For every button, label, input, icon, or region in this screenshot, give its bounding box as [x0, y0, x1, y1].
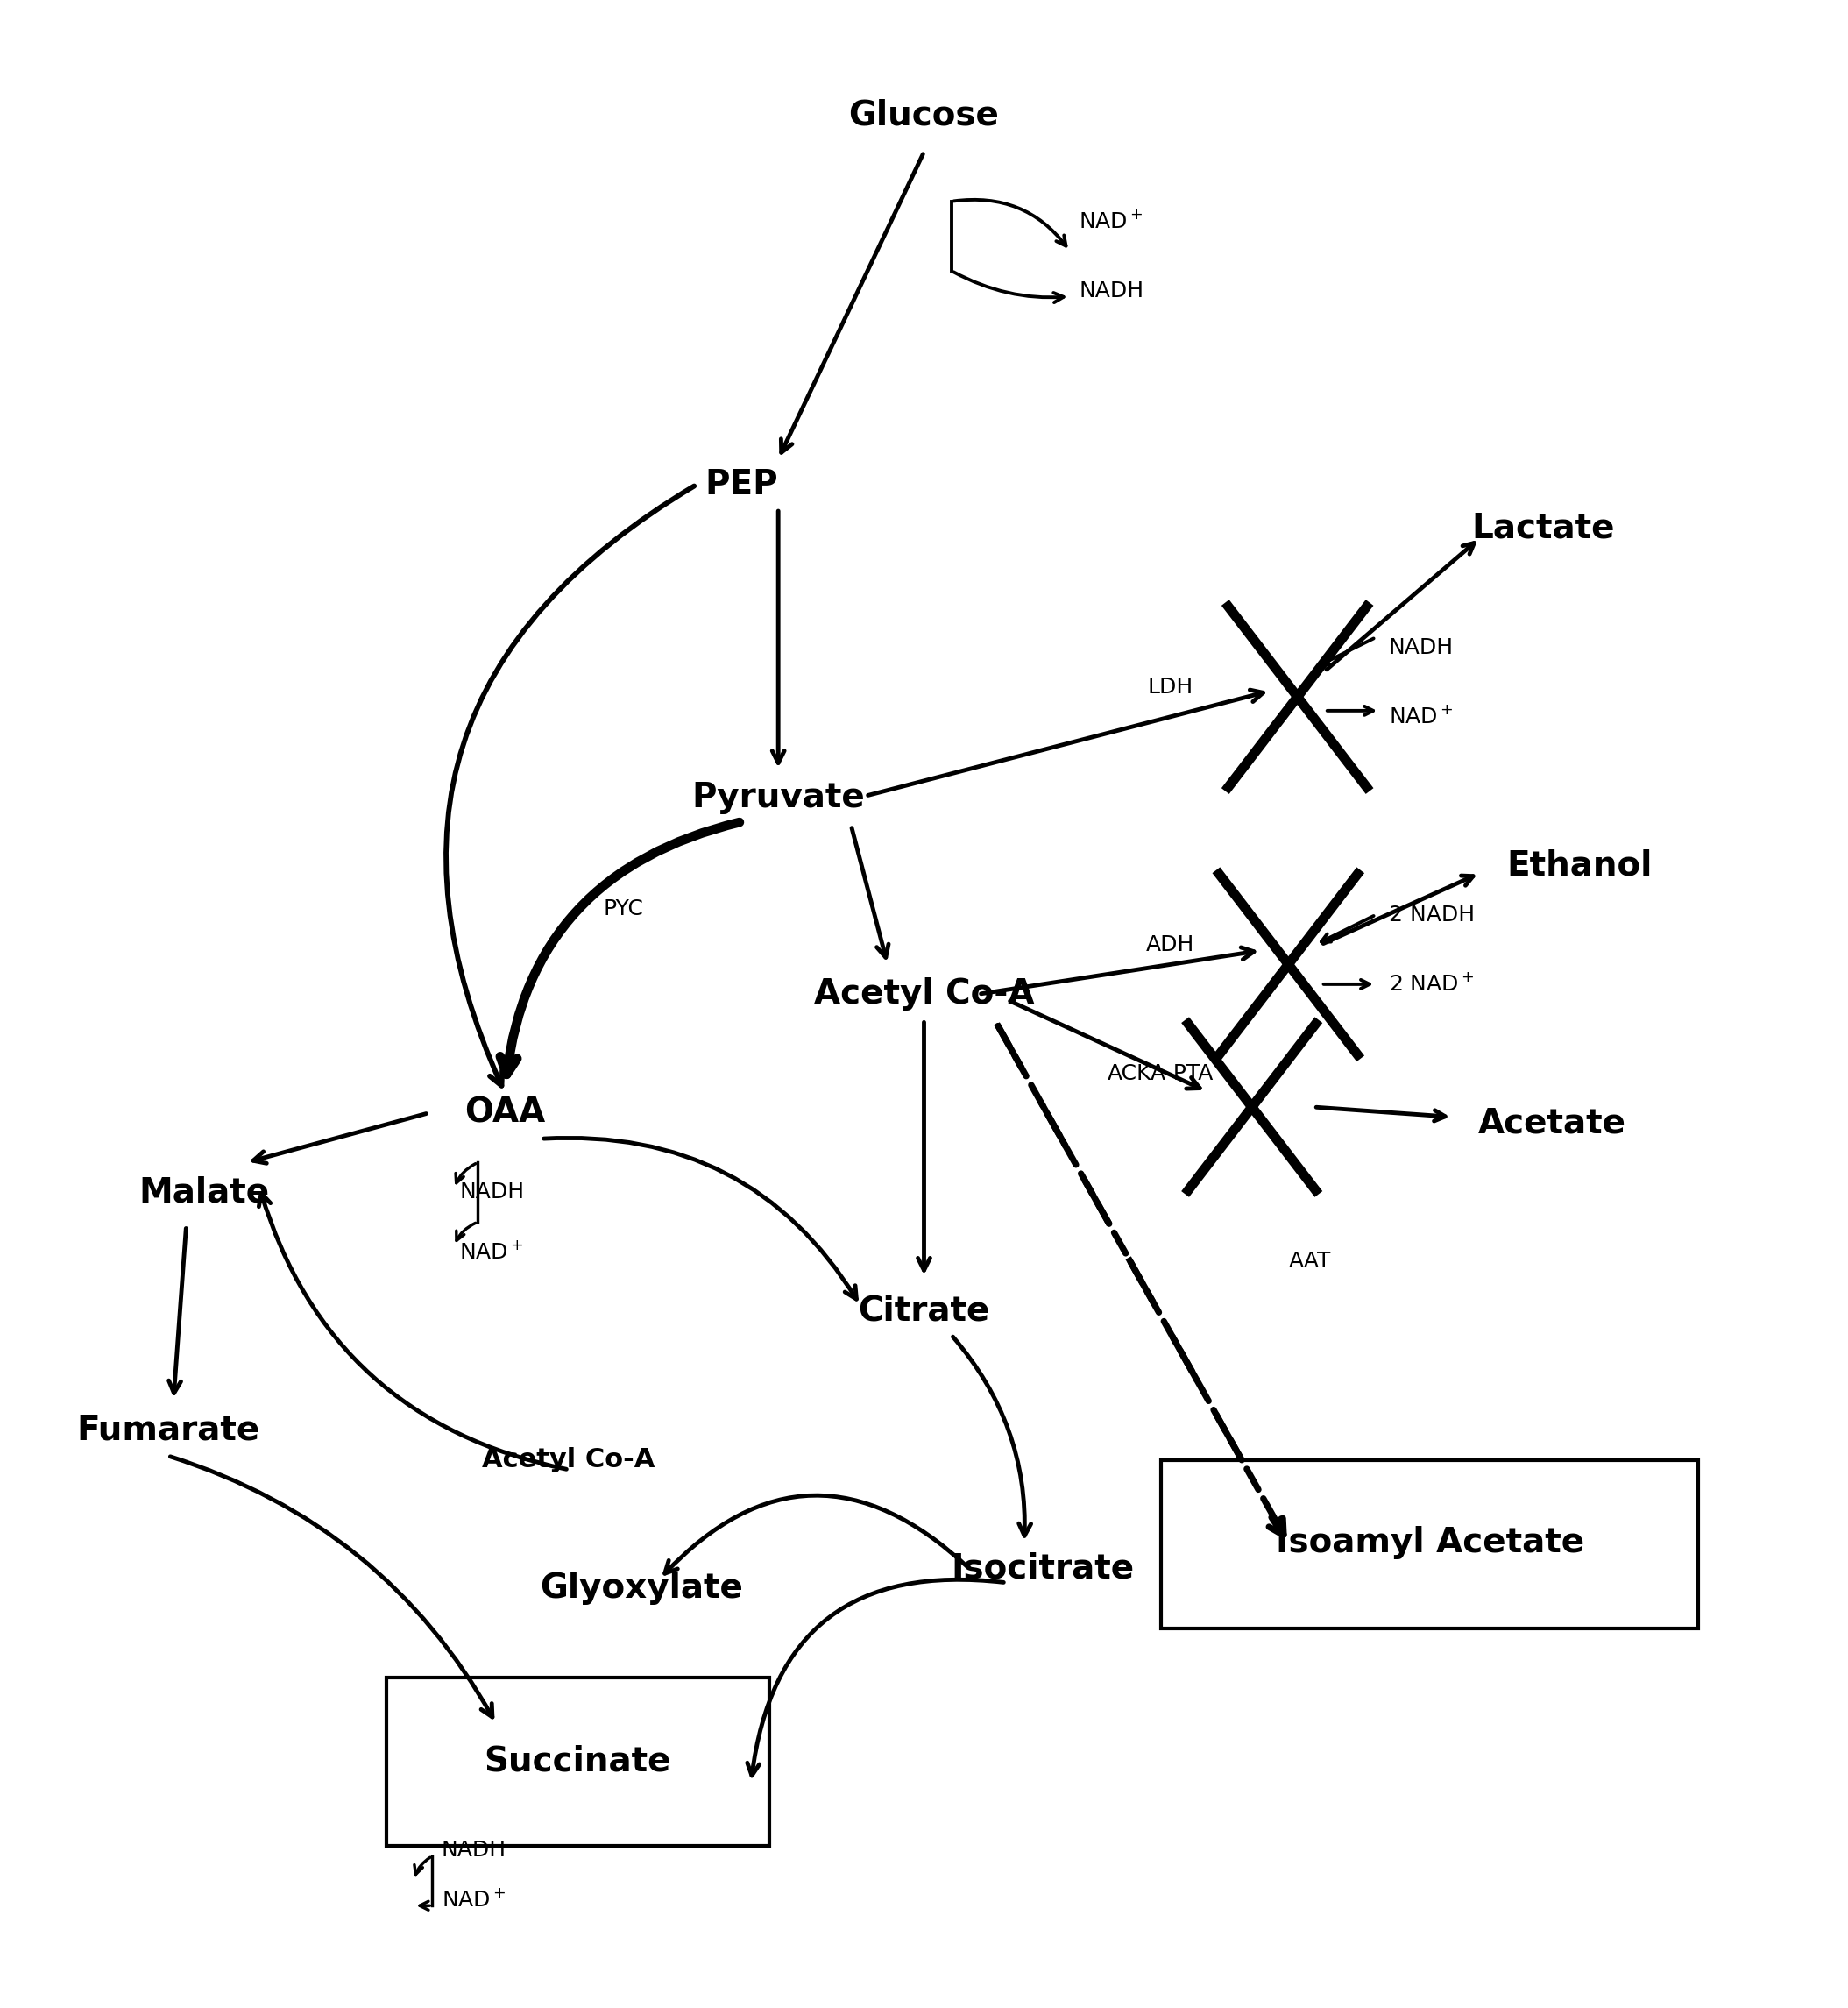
- Text: NAD$^+$: NAD$^+$: [1388, 705, 1453, 727]
- Text: NAD$^+$: NAD$^+$: [460, 1241, 525, 1263]
- Text: Pyruvate: Pyruvate: [691, 781, 865, 815]
- Text: 2 NADH: 2 NADH: [1388, 904, 1475, 926]
- Text: NADH: NADH: [1388, 637, 1454, 659]
- Text: 2 NAD$^+$: 2 NAD$^+$: [1388, 974, 1475, 996]
- Text: ADH: ADH: [1146, 934, 1194, 956]
- Text: Fumarate: Fumarate: [76, 1414, 261, 1446]
- FancyBboxPatch shape: [1161, 1460, 1698, 1628]
- Text: NADH: NADH: [1079, 279, 1144, 301]
- Text: LDH: LDH: [1148, 677, 1192, 697]
- Text: NADH: NADH: [442, 1839, 506, 1861]
- Text: NADH: NADH: [460, 1183, 525, 1203]
- Text: Isoamyl Acetate: Isoamyl Acetate: [1277, 1526, 1586, 1560]
- Text: Glucose: Glucose: [848, 98, 1000, 133]
- Text: Malate: Malate: [139, 1175, 270, 1209]
- Text: AAT: AAT: [1288, 1251, 1331, 1273]
- Text: Isocitrate: Isocitrate: [950, 1552, 1135, 1586]
- Text: PEP: PEP: [706, 468, 778, 502]
- Text: Acetyl Co-A: Acetyl Co-A: [482, 1448, 656, 1472]
- Text: Glyoxylate: Glyoxylate: [540, 1572, 743, 1604]
- Text: NAD$^+$: NAD$^+$: [442, 1890, 506, 1912]
- Text: Lactate: Lactate: [1471, 512, 1615, 544]
- Text: NAD$^+$: NAD$^+$: [1079, 211, 1144, 233]
- Text: OAA: OAA: [464, 1096, 545, 1131]
- Text: Acetyl Co-A: Acetyl Co-A: [813, 978, 1035, 1010]
- Text: Succinate: Succinate: [484, 1745, 671, 1777]
- Text: Acetate: Acetate: [1478, 1106, 1626, 1141]
- FancyBboxPatch shape: [386, 1679, 769, 1845]
- Text: PYC: PYC: [602, 898, 643, 920]
- Text: Citrate: Citrate: [857, 1295, 991, 1327]
- Text: Ethanol: Ethanol: [1506, 849, 1652, 882]
- Text: ACKA-PTA: ACKA-PTA: [1107, 1062, 1214, 1084]
